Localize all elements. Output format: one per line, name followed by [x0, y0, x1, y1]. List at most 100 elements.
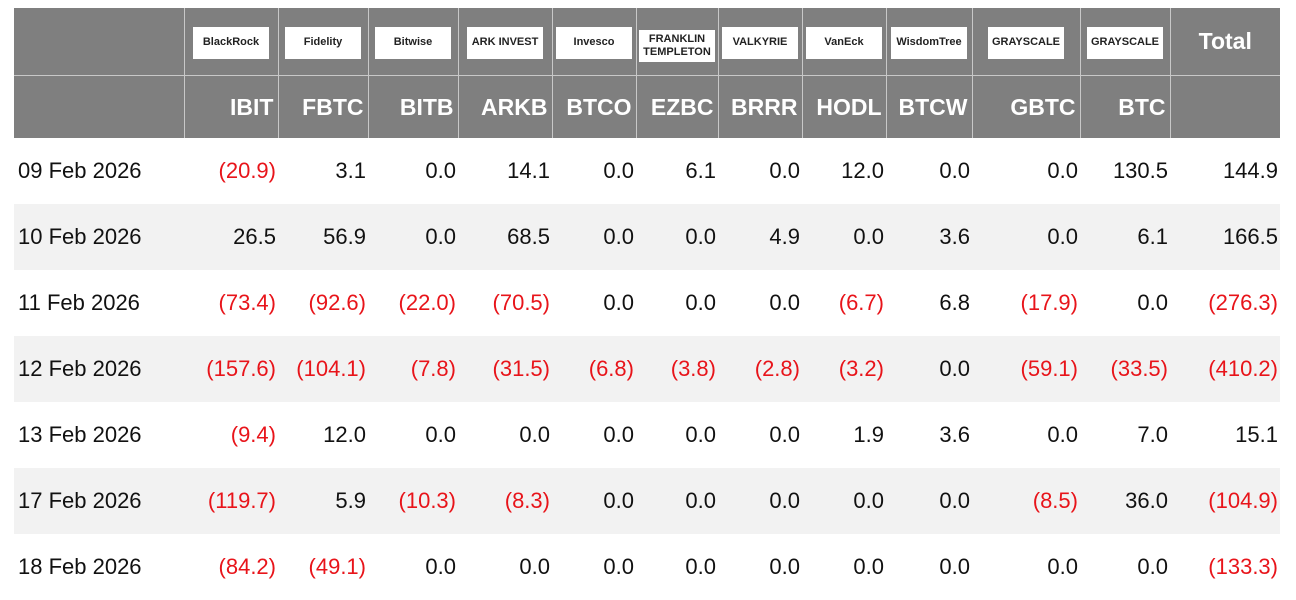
logo: Fidelity — [285, 26, 361, 59]
logo: Invesco — [556, 26, 632, 59]
flow-cell: 0.0 — [802, 468, 886, 534]
flow-cell: 3.6 — [886, 204, 972, 270]
flow-cell: (104.1) — [278, 336, 368, 402]
flow-cell: 12.0 — [841, 158, 884, 183]
flows-table: BlackRock Fidelity Bitwise ARK INVEST Invesc… — [14, 8, 1280, 600]
ticker-header: BTC — [1079, 75, 1170, 138]
date-cell: 11 Feb 2026 — [18, 290, 140, 315]
flow-cell: (157.6) — [184, 336, 278, 402]
ticker-row: IBIT FBTC BITB ARKB BTCO EZBC BRRR HODL BTCW GBTC… — [14, 75, 1280, 138]
logo-cell: Bitwise — [367, 8, 458, 76]
flow-cell: (84.2) — [218, 554, 276, 579]
flow-cell: (2.8) — [718, 336, 802, 402]
date-cell: 10 Feb 2026 — [14, 204, 184, 270]
flow-cell: (3.2) — [802, 336, 886, 402]
table-row: 12 Feb 2026 (157.6) (104.1) (7.8) (31.5) (6.8… — [14, 336, 1280, 402]
table-row: 13 Feb 2026 (9.4) 12.0 0.0 0.0 0.0 0.0 0.0 1.9 3.… — [14, 402, 1280, 468]
ticker-header: BTCO — [551, 75, 636, 138]
flow-cell: 0.0 — [886, 336, 972, 402]
ticker-header: IBIT — [183, 75, 278, 138]
logo: GRAYSCALE — [1087, 26, 1163, 59]
flow-cell: 5.9 — [278, 468, 368, 534]
ticker-header: ARKB — [457, 75, 552, 138]
logo: WisdomTree — [891, 26, 967, 59]
flow-cell: 0.0 — [1047, 422, 1078, 447]
flow-cell: 12.0 — [323, 422, 366, 447]
flow-cell: 0.0 — [552, 468, 636, 534]
ticker-header: BRRR — [717, 75, 802, 138]
flow-cell: 130.5 — [1112, 158, 1168, 183]
flow-cell: (31.5) — [458, 336, 552, 402]
flow-cell: 26.5 — [184, 204, 278, 270]
flow-cell: 0.0 — [685, 422, 716, 447]
logo-row: BlackRock Fidelity Bitwise ARK INVEST Invesc… — [14, 8, 1280, 76]
flow-cell: (276.3) — [1208, 290, 1278, 315]
flow-cell: 0.0 — [1047, 158, 1078, 183]
flow-cell: 6.8 — [939, 290, 970, 315]
flow-cell: (9.4) — [230, 422, 276, 447]
flow-cell: 0.0 — [769, 422, 800, 447]
date-cell: 09 Feb 2026 — [18, 158, 142, 183]
logo: ARK INVEST — [467, 26, 543, 59]
flow-cell: 0.0 — [972, 204, 1080, 270]
flow-cell: 0.0 — [636, 468, 718, 534]
flow-cell: (59.1) — [972, 336, 1080, 402]
flow-cell: 14.1 — [507, 158, 550, 183]
flow-cell: (70.5) — [492, 290, 550, 315]
blank-header — [14, 8, 184, 76]
flow-cell: 3.6 — [939, 422, 970, 447]
flow-cell: 4.9 — [718, 204, 802, 270]
flow-cell: (410.2) — [1170, 336, 1280, 402]
flow-cell: (7.8) — [368, 336, 458, 402]
flow-cell: 0.0 — [425, 554, 456, 579]
flow-cell: 0.0 — [603, 158, 634, 183]
ticker-header: FBTC — [277, 75, 368, 138]
logo: VanEck — [806, 26, 882, 59]
flow-cell: 0.0 — [1047, 554, 1078, 579]
table-row: 17 Feb 2026 (119.7) 5.9 (10.3) (8.3) 0.0 0.0 0.… — [14, 468, 1280, 534]
flow-cell: (119.7) — [184, 468, 278, 534]
logo-cell: GRAYSCALE — [971, 8, 1080, 76]
logo-cell: FRANKLIN TEMPLETON — [635, 8, 718, 76]
flow-cell: 0.0 — [368, 204, 458, 270]
flow-cell: 6.1 — [1080, 204, 1170, 270]
logo-cell: GRAYSCALE — [1079, 8, 1170, 76]
flow-cell: 6.1 — [685, 158, 716, 183]
logo-cell: ARK INVEST — [457, 8, 552, 76]
total-header: Total — [1169, 8, 1280, 76]
flow-cell: (92.6) — [308, 290, 366, 315]
logo: GRAYSCALE — [988, 26, 1064, 59]
flow-cell: (10.3) — [368, 468, 458, 534]
logo-cell: VALKYRIE — [717, 8, 802, 76]
flow-cell: 144.9 — [1222, 158, 1278, 183]
flow-cell: 0.0 — [1137, 290, 1168, 315]
flow-cell: (49.1) — [308, 554, 366, 579]
flow-cell: 56.9 — [278, 204, 368, 270]
flow-cell: 0.0 — [519, 554, 550, 579]
flow-cell: (8.5) — [972, 468, 1080, 534]
table-row: 10 Feb 2026 26.5 56.9 0.0 68.5 0.0 0.0 4.9 0.0 3.… — [14, 204, 1280, 270]
flow-cell: (3.8) — [636, 336, 718, 402]
table-row: 11 Feb 2026 (73.4) (92.6) (22.0) (70.5) 0.0 0.… — [14, 270, 1280, 336]
logo: VALKYRIE — [722, 26, 798, 59]
flow-cell: 166.5 — [1170, 204, 1280, 270]
table: BlackRock Fidelity Bitwise ARK INVEST Invesc… — [14, 8, 1280, 600]
flow-cell: 0.0 — [685, 290, 716, 315]
flow-cell: 0.0 — [886, 468, 972, 534]
flow-cell: 0.0 — [1137, 554, 1168, 579]
flow-cell: 0.0 — [603, 290, 634, 315]
logo-cell: VanEck — [801, 8, 886, 76]
date-cell: 18 Feb 2026 — [18, 554, 142, 579]
flow-cell: (133.3) — [1208, 554, 1278, 579]
table-row: 18 Feb 2026 (84.2) (49.1) 0.0 0.0 0.0 0.0 0.0 0.… — [14, 534, 1280, 600]
logo: FRANKLIN TEMPLETON — [639, 30, 715, 62]
logo: Bitwise — [375, 26, 451, 59]
logo-cell: Fidelity — [277, 8, 368, 76]
flow-cell: 0.0 — [603, 422, 634, 447]
flow-cell: 0.0 — [802, 204, 886, 270]
flow-cell: (22.0) — [398, 290, 456, 315]
flow-cell: (17.9) — [1020, 290, 1078, 315]
logo: BlackRock — [193, 26, 269, 59]
flow-cell: 1.9 — [853, 422, 884, 447]
flow-cell: 0.0 — [718, 468, 802, 534]
